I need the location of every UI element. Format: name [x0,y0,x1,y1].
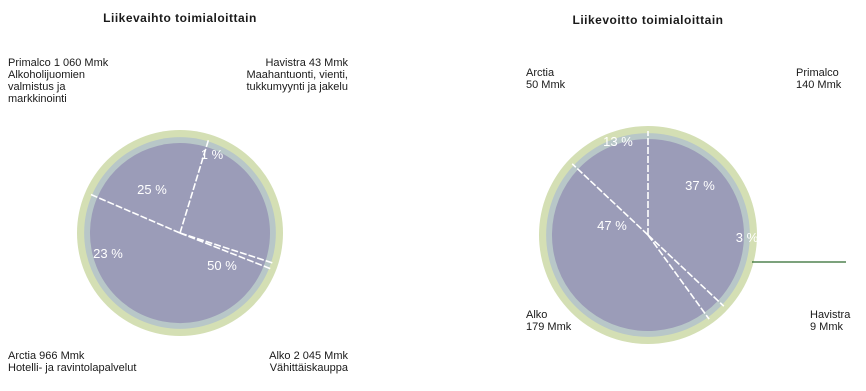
slice-label-line: Maahantuonti, vienti, [246,69,348,81]
slice-label-line: Havistra [810,309,851,321]
slice-label-arctia: Arctia 50 Mmk [526,67,566,91]
slice-label-line: valmistus ja [8,81,66,93]
slice-pct-label-arctia: 13 % [603,134,633,149]
slice-label-line: Hotelli- ja ravintolapalvelut [8,362,136,374]
slice-label-primalco: Primalco 1 060 Mmk Alkoholijuomien valmist… [8,57,109,105]
slice-label-primalco: Primalco 140 Mmk [796,67,842,91]
slice-label-line: markkinointi [8,93,67,105]
pie-slice-primalco [648,139,745,301]
slice-label-line: Alko 2 045 Mmk [269,350,348,362]
slice-label-alko: Alko 2 045 Mmk Vähittäiskauppa [269,350,349,374]
slice-label-line: Arctia 966 Mmk [8,350,85,362]
chart-title: Liikevaihto toimialoittain [103,11,257,25]
pie-slice-arctia [97,142,207,233]
slice-pct-label-havistra: 3 % [736,230,759,245]
profit-pie-chart: Liikevoitto toimialoittain 37 % 3 % 47 % 13 … [526,13,851,344]
slice-pct-label-arctia: 23 % [93,246,123,261]
slice-divider [647,234,710,320]
slice-label-line: 179 Mmk [526,321,572,333]
slice-divider [89,193,181,234]
pie-slice-alko [551,169,705,332]
slice-label-line: Alkoholijuomien [8,69,85,81]
slice-label-line: Arctia [526,67,555,79]
slice-label-line: 140 Mmk [796,79,842,91]
slice-label-line: 50 Mmk [526,79,566,91]
pie-slice-alko [89,197,264,324]
slice-label-line: tukkumyynti ja jakelu [247,81,349,93]
chart-title: Liikevoitto toimialoittain [572,13,723,27]
slice-label-havistra: Havistra 9 Mmk [810,309,851,333]
slice-pct-label-alko: 47 % [597,218,627,233]
revenue-pie-chart: Liikevaihto toimialoittain 25 % 1 % 50 % 23 … [8,11,349,374]
slice-label-line: Vähittäiskauppa [270,362,349,374]
slice-divider [179,232,274,264]
slice-label-arctia: Arctia 966 Mmk Hotelli- ja ravintolapalve… [8,350,136,374]
slice-label-alko: Alko 179 Mmk [526,309,572,333]
pie-slice-arctia [578,139,648,235]
slice-label-line: Alko [526,309,547,321]
slice-pct-label-havistra: 1 % [201,147,224,162]
slice-pct-label-primalco: 25 % [137,182,167,197]
slice-pct-label-primalco: 37 % [685,178,715,193]
slice-divider [571,163,649,236]
pie-slice-primalco [180,146,271,261]
slice-label-line: Primalco [796,67,839,79]
slice-label-line: Havistra 43 Mmk [265,57,348,69]
slice-pct-label-alko: 50 % [207,258,237,273]
slice-divider [179,232,272,270]
slice-divider [647,234,725,307]
slice-label-havistra: Havistra 43 Mmk Maahantuonti, vienti, tukk… [246,57,348,93]
pie-slice-havistra [648,235,718,313]
slice-label-line: 9 Mmk [810,321,844,333]
slice-divider [179,139,210,234]
slice-label-line: Primalco 1 060 Mmk [8,57,109,69]
